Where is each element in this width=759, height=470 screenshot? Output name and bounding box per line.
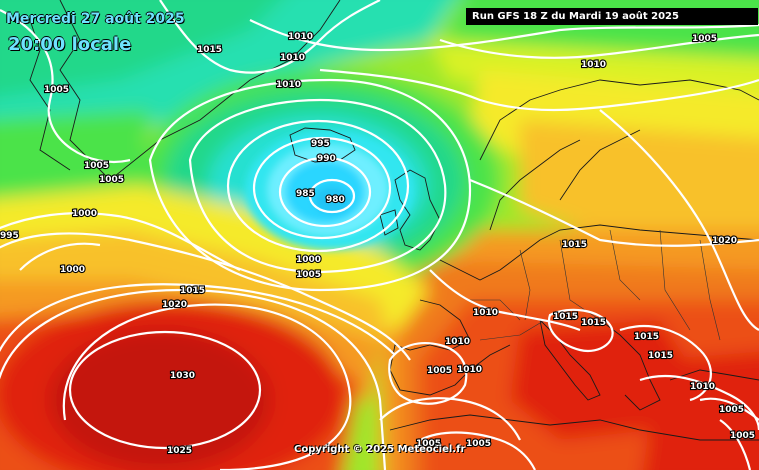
isobar-1005-ring <box>148 78 472 292</box>
isobar-label: 1030 <box>170 371 195 381</box>
isobar-1015-it <box>547 308 614 353</box>
coastlines <box>29 0 759 441</box>
isobar-label: 1020 <box>162 300 187 310</box>
isobar-1005-sp <box>388 342 468 405</box>
isobar-label: 995 <box>0 231 19 241</box>
isobar-label: 1020 <box>712 236 737 246</box>
isobar-1005-af <box>419 431 536 470</box>
isobar-label: 980 <box>326 195 345 205</box>
isobar-label: 1015 <box>581 318 606 328</box>
isobar-label: 1010 <box>473 308 498 318</box>
isobar-label: 1005 <box>466 439 491 449</box>
isobar-label: 1010 <box>581 60 606 70</box>
isobar-label: 1015 <box>648 351 673 361</box>
isobar-1005-n <box>0 9 131 163</box>
isobar-label: 1005 <box>730 431 755 441</box>
isobar-1015-b <box>0 232 411 361</box>
isobar-label: 1010 <box>690 382 715 392</box>
isobar-label: 1015 <box>180 286 205 296</box>
isobar-1005-tr <box>699 397 759 421</box>
isobar-label: 1005 <box>84 161 109 171</box>
isobar-label: 1000 <box>60 265 85 275</box>
isobar-995 <box>226 119 410 253</box>
isobar-1015-a <box>0 283 396 356</box>
isobar-label: 1010 <box>457 365 482 375</box>
isobar-label: 1010 <box>280 53 305 63</box>
isobar-label: 1000 <box>72 209 97 219</box>
isobar-1005-ne <box>439 33 759 59</box>
isobar-1005-se <box>719 419 752 470</box>
isobar-label: 1015 <box>562 240 587 250</box>
isobar-1005-w <box>19 242 101 271</box>
model-run-label: Run GFS 18 Z du Mardi 19 août 2025 <box>466 8 758 25</box>
isobar-1020-east <box>599 109 759 331</box>
isobar-label: 1005 <box>296 270 321 280</box>
copyright-text: Copyright © 2025 Meteociel.fr <box>294 444 466 455</box>
forecast-time: 20:00 locale <box>8 34 132 55</box>
isobar-label: 995 <box>311 139 330 149</box>
isobar-label: 1005 <box>692 34 717 44</box>
isobar-1015-n <box>159 0 381 74</box>
isobar-label: 1005 <box>416 439 441 449</box>
isobar-1015-gr <box>619 325 712 402</box>
isobar-label: 1005 <box>427 366 452 376</box>
isobar-1030 <box>68 330 262 450</box>
isobar-label: 1010 <box>445 337 470 347</box>
isobar-label: 1005 <box>719 405 744 415</box>
isobar-label: 990 <box>317 154 336 164</box>
isobar-1025 <box>62 303 352 470</box>
isobar-1000-ring <box>188 98 447 274</box>
isobar-980 <box>308 178 356 214</box>
isobar-1010 <box>0 212 241 271</box>
isobar-1010-n2 <box>319 68 759 112</box>
isobar-label: 1015 <box>553 312 578 322</box>
isobar-1010-n <box>249 19 759 52</box>
isobar-1010-sp <box>379 397 521 441</box>
isobar-label: 1015 <box>197 45 222 55</box>
isobar-label: 1005 <box>99 175 124 185</box>
isobar-1015-eu <box>469 178 759 247</box>
forecast-date: Mercredi 27 août 2025 <box>6 11 185 27</box>
isobar-labels: 1005 1015 1010 1010 1010 1010 1005 1005 … <box>0 31 756 457</box>
isobar-label: 1025 <box>167 446 192 456</box>
isobar-label: 1000 <box>296 255 321 265</box>
isobar-1010-fr <box>429 269 581 332</box>
isobar-label: 985 <box>296 189 315 199</box>
isobar-label: 1005 <box>44 85 69 95</box>
isobar-label: 1015 <box>634 332 659 342</box>
isobar-label: 1010 <box>288 32 313 42</box>
isobar-990 <box>252 136 392 240</box>
isobar-label: 1010 <box>276 80 301 90</box>
isobar-985 <box>278 156 372 228</box>
isobar-1020 <box>0 288 387 470</box>
